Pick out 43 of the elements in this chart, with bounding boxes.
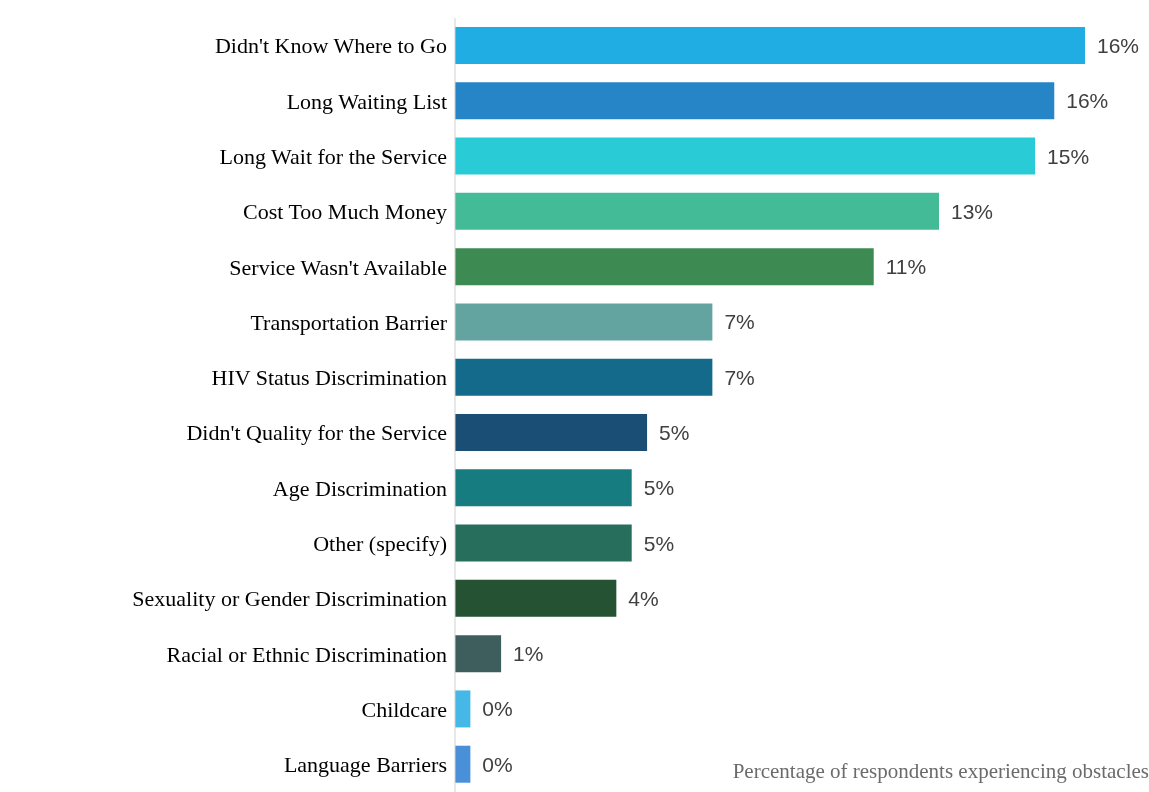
y-tick-label: Transportation Barrier — [250, 309, 448, 335]
bar — [455, 137, 1036, 175]
data-label: 5% — [643, 531, 675, 555]
bar — [455, 358, 713, 396]
data-label: 13% — [951, 199, 994, 223]
y-tick-label: Childcare — [361, 696, 447, 722]
bar — [455, 303, 713, 341]
bar — [455, 192, 940, 230]
data-label: 4% — [628, 586, 659, 610]
y-tick-label: Other (specify) — [313, 531, 447, 557]
y-tick-label: Didn't Know Where to Go — [214, 33, 447, 59]
y-tick-label: Racial or Ethnic Discrimination — [166, 641, 447, 667]
data-label: 11% — [885, 255, 927, 279]
data-label: 7% — [724, 365, 755, 389]
y-tick-label: Long Wait for the Service — [219, 144, 447, 170]
data-label: 16% — [1066, 89, 1109, 113]
bar — [455, 690, 471, 728]
y-tick-label: Age Discrimination — [272, 475, 447, 501]
bar — [455, 524, 632, 562]
data-label: 5% — [659, 420, 690, 444]
bar — [455, 248, 874, 286]
bar — [455, 414, 648, 451]
y-tick-label: Long Waiting List — [286, 88, 447, 114]
data-label: 16% — [1097, 33, 1140, 57]
y-tick-label: HIV Status Discrimination — [211, 365, 447, 391]
data-label: 1% — [513, 642, 544, 666]
y-tick-label: Service Wasn't Available — [229, 254, 447, 280]
data-label: 15% — [1047, 144, 1090, 168]
bar — [455, 635, 502, 673]
data-label: 0% — [482, 697, 513, 721]
bar — [455, 469, 632, 507]
y-tick-label: Language Barriers — [283, 752, 447, 778]
data-label: 7% — [724, 310, 755, 334]
annotation: Percentage of respondents experiencing obstacles — [732, 759, 1149, 784]
y-tick-label: Cost Too Much Money — [242, 199, 447, 225]
y-tick-label: Didn't Quality for the Service — [186, 420, 447, 446]
bar — [455, 579, 617, 617]
bar — [455, 27, 1085, 64]
y-tick-label: Sexuality or Gender Discrimination — [132, 586, 447, 612]
bar — [455, 745, 471, 783]
bar — [455, 82, 1055, 120]
data-label: 0% — [482, 752, 513, 776]
data-label: 5% — [643, 476, 675, 500]
